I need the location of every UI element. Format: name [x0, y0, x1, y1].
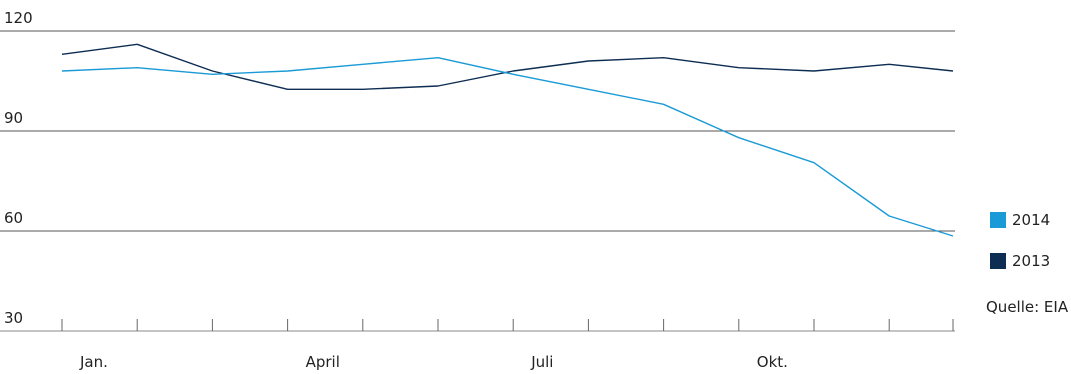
y-tick-label-30: 30 [4, 309, 23, 327]
x-axis-labels: Jan. April Juli Okt. [79, 353, 788, 371]
x-tick-label-3: April [306, 353, 340, 371]
x-tick-label-9: Okt. [757, 353, 788, 371]
grid-lines [0, 30, 955, 332]
y-tick-label-60: 60 [4, 209, 23, 227]
series-lines [61, 43, 954, 237]
y-axis-labels: 120 90 60 30 [4, 9, 33, 327]
source-note: Quelle: EIA [986, 298, 1069, 316]
x-axis-ticks [61, 319, 954, 331]
legend-swatch-2014 [990, 212, 1006, 228]
x-tick-label-0: Jan. [79, 353, 108, 371]
y-tick-label-120: 120 [4, 9, 33, 27]
legend-item-2013: 2013 [990, 251, 1050, 271]
x-tick-label-6: Juli [530, 353, 553, 371]
series-line-2013 [61, 43, 954, 91]
y-tick-label-90: 90 [4, 109, 23, 127]
series-line-2014 [61, 57, 954, 237]
legend-item-2014: 2014 [990, 210, 1050, 230]
legend-swatch-2013 [990, 253, 1006, 269]
legend-label-2014: 2014 [1012, 211, 1051, 229]
legend-label-2013: 2013 [1012, 252, 1051, 270]
legend: 2014 2013 [990, 210, 1050, 292]
